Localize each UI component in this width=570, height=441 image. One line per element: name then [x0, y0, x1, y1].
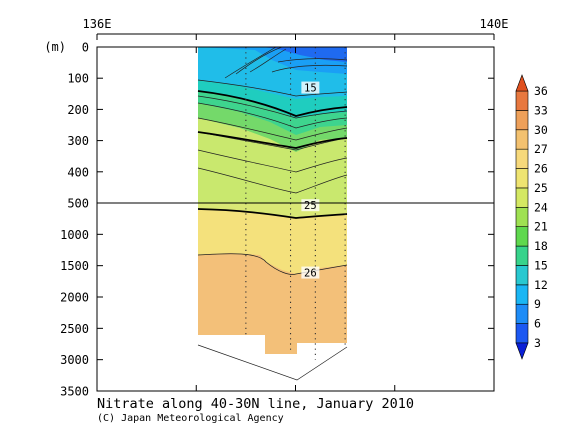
y-tick-label: 2000: [60, 291, 89, 305]
colorbar-box: [515, 245, 529, 266]
colorbar-box: [515, 110, 529, 131]
contour-label: 15: [304, 83, 317, 95]
colorbar-label: 3: [534, 336, 541, 350]
contour-label: 25: [304, 200, 317, 212]
y-axis-label: (m): [44, 40, 66, 54]
colorbar-label: 27: [534, 142, 548, 156]
colorbar-box: [515, 207, 529, 227]
top-axis-ticks: 136E 140E: [83, 17, 509, 391]
colorbar-label: 25: [534, 181, 548, 195]
y-tick-label: 0: [82, 41, 89, 55]
colorbar-label: 36: [534, 84, 548, 98]
y-axis-ticks: 0 100 200 300 400 500 1000 1500 2000 2500 3000 3500: [60, 41, 494, 399]
colorbar-box: [515, 323, 529, 344]
y-tick-label: 300: [67, 134, 89, 148]
colorbar-label: 12: [534, 278, 548, 292]
credit-text: (C) Japan Meteorological Agency: [97, 413, 284, 424]
colorbar-max-triangle: [515, 74, 529, 92]
colorbar-label: 21: [534, 220, 548, 234]
y-tick-label: 3500: [60, 385, 89, 399]
y-tick-label: 400: [67, 165, 89, 179]
colorbar-label: 18: [534, 239, 548, 253]
colorbar-box: [515, 148, 529, 169]
y-tick-label: 3000: [60, 353, 89, 367]
colorbar-min-triangle: [515, 342, 529, 360]
colorbar-label: 24: [534, 200, 548, 214]
contour-label-bg: [301, 81, 320, 94]
colorbar-box: [515, 129, 529, 150]
y-tick-label: 500: [67, 197, 89, 211]
colorbar-label: 15: [534, 258, 548, 272]
contour-label: 26: [304, 268, 317, 280]
lower-section: [197, 203, 348, 381]
colorbar-box: [515, 303, 529, 324]
colorbar-label: 6: [534, 317, 541, 331]
y-tick-label: 1500: [60, 259, 89, 273]
y-tick-label: 2500: [60, 322, 89, 336]
colorbar-label: 26: [534, 162, 548, 176]
colorbar-box: [515, 284, 529, 305]
colorbar-box: [515, 168, 529, 189]
contour-label-bg: [301, 199, 320, 212]
chart-title: Nitrate along 40-30N line, January 2010: [97, 396, 414, 412]
y-tick-label: 100: [67, 72, 89, 86]
colorbar-label: 30: [534, 123, 548, 137]
colorbar-box: [515, 265, 529, 286]
contour-label-bg: [301, 266, 320, 279]
colorbar-box: [515, 90, 529, 111]
y-tick-label: 1000: [60, 228, 89, 242]
top-tick-label: 136E: [83, 17, 112, 31]
colorbar-box: [515, 226, 529, 247]
colorbar-box: [515, 187, 529, 208]
upper-section: [197, 47, 348, 203]
colorbar-label: 9: [534, 297, 541, 311]
y-tick-label: 200: [67, 103, 89, 117]
top-tick-label: 140E: [480, 17, 509, 31]
colorbar-label: 33: [534, 103, 548, 117]
